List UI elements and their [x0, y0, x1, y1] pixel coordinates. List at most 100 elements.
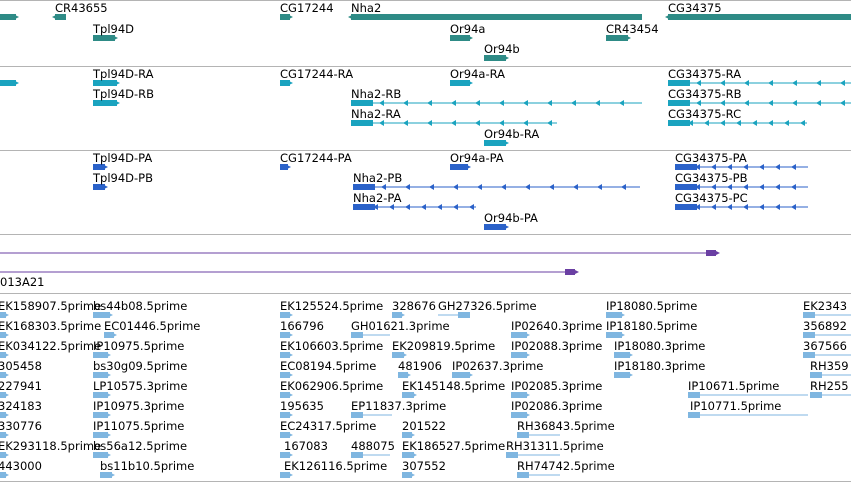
utr-block: [351, 100, 373, 106]
est-feature[interactable]: [402, 452, 414, 458]
est-feature[interactable]: [93, 312, 110, 318]
utr-block: [668, 100, 690, 106]
exon-marker: [768, 120, 773, 126]
est-feature[interactable]: [511, 412, 527, 418]
est-label: EC08194.5prime: [280, 359, 377, 373]
gene-feature[interactable]: [484, 55, 506, 61]
gene-feature[interactable]: [55, 14, 66, 20]
est-feature[interactable]: [402, 472, 412, 478]
gene-feature[interactable]: [93, 35, 115, 41]
protein-p-or94a-pa[interactable]: [450, 164, 468, 170]
est-label: IP18080.3prime: [614, 339, 706, 353]
est-label: IP10975.5prime: [93, 339, 185, 353]
exon-marker: [768, 80, 773, 86]
transcript-t-cg17244-ra[interactable]: [280, 80, 290, 86]
est-feature[interactable]: [614, 352, 630, 358]
strand-arrow-icon: [348, 14, 354, 20]
transcript-label: CG17244-RA: [280, 67, 354, 81]
strand-arrow-icon: [287, 452, 293, 458]
est-feature[interactable]: [511, 332, 527, 338]
protein-p-cg17244-pa[interactable]: [280, 164, 288, 170]
exon-marker: [405, 184, 410, 190]
est-feature[interactable]: [511, 392, 527, 398]
est-feature[interactable]: [93, 352, 108, 358]
exon-marker: [784, 120, 789, 126]
strand-arrow-icon: [287, 332, 293, 338]
est-feature[interactable]: [280, 372, 290, 378]
exon-marker: [373, 204, 378, 210]
strand-arrow-icon: [409, 472, 415, 478]
protein-p-tpl94d-pb[interactable]: [93, 184, 105, 190]
transcript-t-tpl94d-rb[interactable]: [93, 100, 117, 106]
est-label: IP10771.5prime: [690, 399, 782, 413]
strand-arrow-icon: [287, 80, 293, 86]
utr-block: [353, 184, 375, 190]
strand-arrow-icon: [524, 412, 530, 418]
est-feature[interactable]: [606, 332, 622, 338]
est-label: RH255: [810, 379, 849, 393]
est-feature[interactable]: [280, 332, 290, 338]
est-label: 443000: [0, 459, 42, 473]
est-feature[interactable]: [398, 372, 408, 378]
est-feature[interactable]: [93, 452, 108, 458]
exon-marker: [405, 204, 410, 210]
gene-feature[interactable]: [606, 35, 628, 41]
exon-marker: [547, 100, 552, 106]
est-feature[interactable]: [93, 432, 108, 438]
protein-label: Nha2-PA: [353, 191, 402, 205]
strand-arrow-icon: [665, 14, 671, 20]
est-feature[interactable]: [100, 472, 112, 478]
est-label: IP18180.5prime: [606, 319, 698, 333]
protein-p-tpl94d-pa[interactable]: [93, 164, 105, 170]
est-label: bs11b10.5prime: [100, 459, 195, 473]
est-label: EK125524.5prime: [280, 299, 384, 313]
gene-feature[interactable]: [0, 14, 16, 20]
strand-arrow-icon: [3, 432, 9, 438]
gene-feature[interactable]: [668, 14, 851, 20]
est-feature[interactable]: [93, 392, 108, 398]
exon-marker: [501, 184, 506, 190]
gene-feature[interactable]: [351, 14, 642, 20]
est-feature[interactable]: [392, 312, 402, 318]
est-feature[interactable]: [402, 432, 412, 438]
est-feature[interactable]: [606, 312, 622, 318]
strand-arrow-icon: [105, 372, 111, 378]
est-label: IP02085.3prime: [511, 379, 603, 393]
est-feature[interactable]: [280, 352, 290, 358]
strand-arrow-icon: [464, 312, 470, 318]
est-feature[interactable]: [452, 372, 470, 378]
strand-arrow-icon: [573, 269, 579, 275]
est-feature[interactable]: [280, 472, 290, 478]
est-feature[interactable]: [280, 432, 290, 438]
est-feature[interactable]: [280, 392, 290, 398]
strand-arrow-icon: [467, 372, 473, 378]
est-feature[interactable]: [104, 332, 114, 338]
transcript-t-left[interactable]: [0, 80, 16, 86]
gene-feature[interactable]: [280, 14, 290, 20]
est-feature[interactable]: [614, 372, 630, 378]
est-feature[interactable]: [392, 352, 404, 358]
exon-marker: [695, 204, 700, 210]
est-feature[interactable]: [280, 452, 290, 458]
transcript-t-or94b-ra[interactable]: [484, 140, 506, 146]
est-feature[interactable]: [280, 412, 290, 418]
track-separator: [0, 66, 851, 67]
est-label: GH01621.3prime: [351, 319, 450, 333]
protein-p-or94b-pa[interactable]: [484, 224, 506, 230]
strand-arrow-icon: [524, 352, 530, 358]
strand-arrow-icon: [287, 412, 293, 418]
exon-marker: [619, 100, 624, 106]
strand-arrow-icon: [287, 352, 293, 358]
est-feature[interactable]: [402, 392, 414, 398]
est-label: RH74742.5prime: [517, 459, 615, 473]
est-feature[interactable]: [511, 352, 527, 358]
est-feature[interactable]: [93, 412, 108, 418]
transcript-t-or94a-ra[interactable]: [450, 80, 470, 86]
est-label: IP02088.3prime: [511, 339, 603, 353]
gene-feature[interactable]: [450, 35, 470, 41]
est-label: 227941: [0, 379, 42, 393]
utr-block: [351, 120, 373, 126]
est-feature[interactable]: [93, 372, 108, 378]
est-feature[interactable]: [280, 312, 290, 318]
transcript-t-tpl94d-ra[interactable]: [93, 80, 117, 86]
